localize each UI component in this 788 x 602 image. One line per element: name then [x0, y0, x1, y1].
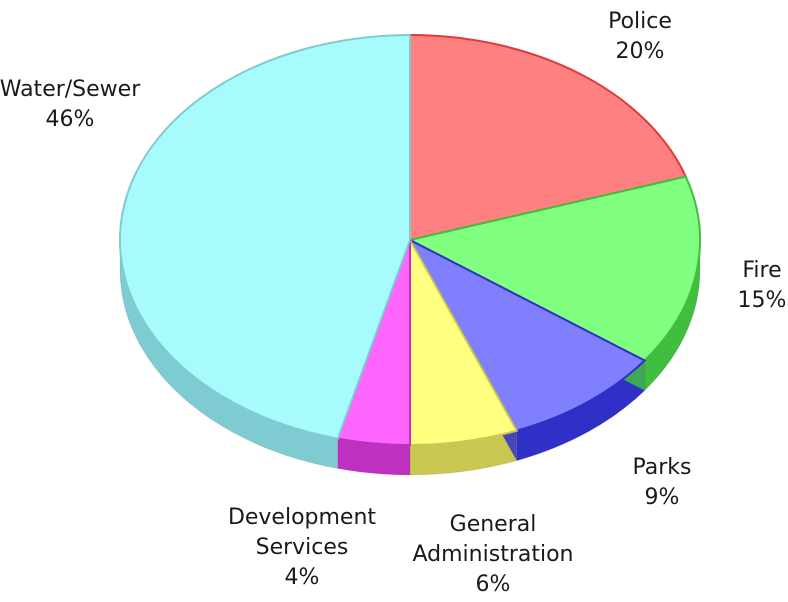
- label-water-sewer-name: Water/Sewer: [0, 77, 141, 102]
- label-parks-name: Parks: [632, 455, 691, 480]
- label-police-percent: 20%: [616, 39, 665, 64]
- label-development-services-name: Services: [256, 535, 349, 560]
- label-fire-percent: 15%: [738, 288, 787, 313]
- label-police-name: Police: [608, 9, 672, 34]
- label-general-administration: General Administration 6%: [413, 512, 574, 597]
- label-development-services-name: Development: [228, 505, 376, 530]
- label-water-sewer-percent: 46%: [46, 107, 95, 132]
- label-general-administration-name: General: [450, 512, 537, 537]
- slice-fire: [407, 175, 701, 362]
- label-general-administration-percent: 6%: [476, 572, 511, 597]
- label-fire-name: Fire: [742, 258, 781, 283]
- label-police: Police 20%: [608, 9, 672, 64]
- label-fire: Fire 15%: [738, 258, 787, 313]
- label-water-sewer: Water/Sewer 46%: [0, 77, 141, 132]
- slice-police: [409, 33, 688, 242]
- pie-slices: [119, 33, 701, 447]
- slice-water-sewer: [119, 33, 411, 440]
- label-parks: Parks 9%: [632, 455, 691, 510]
- label-parks-percent: 9%: [645, 485, 680, 510]
- pie-labels: Police 20% Fire 15% Parks 9% General Administra…: [0, 9, 786, 597]
- label-general-administration-name: Administration: [413, 542, 574, 567]
- label-development-services: Development Services 4%: [228, 505, 376, 590]
- slice-parks: [407, 237, 647, 432]
- label-development-services-percent: 4%: [285, 565, 320, 590]
